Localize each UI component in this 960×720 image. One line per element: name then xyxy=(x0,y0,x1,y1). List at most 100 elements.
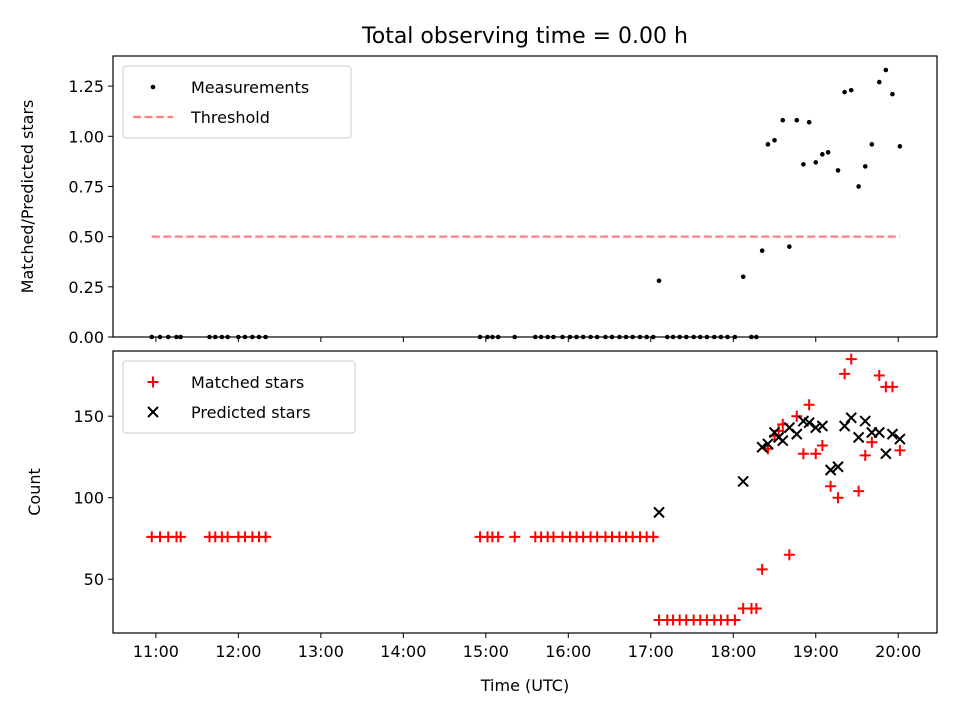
measurements-point xyxy=(835,168,841,173)
predicted-stars-point xyxy=(810,421,822,434)
measurements-point xyxy=(787,244,792,249)
legend-predicted-stars-label: Predicted stars xyxy=(191,403,311,422)
measurements-point xyxy=(656,278,662,284)
predicted-stars-point xyxy=(894,433,906,445)
x-tick-label: 11:00 xyxy=(133,642,179,661)
matched-stars-point xyxy=(750,603,762,615)
matched-stars-point xyxy=(797,448,809,460)
y-tick-label: 0.00 xyxy=(68,328,104,347)
legend-matched-stars-swatch xyxy=(147,376,159,388)
measurements-point xyxy=(740,274,746,280)
measurements-point xyxy=(876,79,882,85)
measurements-point xyxy=(813,160,819,165)
x-tick-label: 19:00 xyxy=(793,642,839,661)
matched-stars-point xyxy=(791,410,803,422)
matched-stars-point xyxy=(816,440,828,452)
measurements-point xyxy=(869,142,875,147)
y-tick-label: 1.00 xyxy=(68,127,104,146)
legend: Measurements Threshold xyxy=(122,65,352,139)
matched-stars-point xyxy=(783,549,795,561)
matched-stars-point xyxy=(756,563,768,575)
matched-stars-point xyxy=(853,485,865,497)
matched-stars-point xyxy=(492,531,504,543)
figure-title: Total observing time = 0.00 h xyxy=(361,24,688,49)
legend-measurements-label: Measurements xyxy=(191,78,309,97)
legend-threshold-label: Threshold xyxy=(190,108,270,127)
measurements-point xyxy=(765,142,771,147)
predicted-stars-point xyxy=(816,420,829,432)
matched-stars-point xyxy=(866,436,878,448)
matched-stars-point xyxy=(647,531,659,543)
matched-stars-point xyxy=(845,353,857,365)
predicted-stars-point xyxy=(803,417,815,429)
legend-box xyxy=(122,65,352,139)
y-tick-label: 100 xyxy=(73,489,104,508)
matched-stars-point xyxy=(832,492,844,504)
predicted-stars-point xyxy=(777,434,789,447)
matched-stars-point xyxy=(260,531,272,543)
matched-stars-point xyxy=(729,614,741,626)
predicted-stars-point xyxy=(880,447,892,460)
predicted-stars-point xyxy=(832,461,844,473)
measurements-point xyxy=(801,162,806,167)
bottom-panel: 11:00 12:00 13:00 14:00 15:00 16:00 17:00 18:00… xyxy=(25,350,938,695)
measurements-point xyxy=(806,119,812,125)
y-tick-label: 0.75 xyxy=(68,177,104,196)
matched-stars-point xyxy=(175,531,187,543)
legend-predicted-stars-swatch xyxy=(147,406,159,418)
top-panel: 0.00 0.25 0.50 0.75 1.00 1.25 Matched/Predicte… xyxy=(18,55,938,347)
measurements-point xyxy=(772,138,777,143)
matched-stars-point xyxy=(810,448,822,460)
predicted-stars-point xyxy=(852,431,865,444)
measurements-point xyxy=(820,152,825,157)
matched-stars-point xyxy=(222,531,234,543)
measurements-point xyxy=(759,248,765,253)
measurements-point xyxy=(794,117,800,123)
x-tick-label: 20:00 xyxy=(875,642,921,661)
plot-area xyxy=(146,353,906,626)
matched-stars-point xyxy=(894,444,906,456)
y-tick-label: 0.25 xyxy=(68,278,104,297)
predicted-stars-point xyxy=(873,426,885,439)
y-tick-label: 150 xyxy=(73,407,104,426)
measurements-point xyxy=(883,67,889,73)
matched-stars-point xyxy=(839,368,851,380)
predicted-stars-point xyxy=(845,412,857,424)
legend-box xyxy=(122,360,356,434)
predicted-stars-point xyxy=(886,428,899,440)
plot-area xyxy=(149,67,903,340)
predicted-stars-point xyxy=(859,415,871,427)
x-tick-label: 12:00 xyxy=(215,642,261,661)
matched-stars-point xyxy=(509,531,521,543)
legend-measurements-swatch xyxy=(150,84,156,90)
x-tick-label: 14:00 xyxy=(380,642,426,661)
y-axis-label: Count xyxy=(25,468,44,516)
predicted-stars-point xyxy=(838,420,851,432)
measurements-point xyxy=(897,144,903,149)
x-tick-label: 18:00 xyxy=(710,642,756,661)
measurements-point xyxy=(848,87,854,93)
y-axis-label: Matched/Predicted stars xyxy=(18,100,37,294)
y-tick-label: 0.50 xyxy=(68,228,104,247)
axes-frame xyxy=(112,350,938,634)
x-tick-label: 17:00 xyxy=(628,642,674,661)
axes-frame xyxy=(112,55,938,338)
x-tick-label: 13:00 xyxy=(298,642,344,661)
measurements-point xyxy=(862,164,868,169)
measurements-point xyxy=(890,91,895,97)
x-tick-label: 16:00 xyxy=(545,642,591,661)
x-tick-label: 15:00 xyxy=(463,642,509,661)
predicted-stars-point xyxy=(791,428,803,440)
predicted-stars-point xyxy=(824,464,837,476)
y-tick-label: 50 xyxy=(84,570,104,589)
measurements-point xyxy=(825,150,831,155)
measurements-point xyxy=(842,89,847,95)
predicted-stars-point xyxy=(653,506,665,519)
predicted-stars-point xyxy=(762,438,774,450)
matched-stars-point xyxy=(825,480,837,492)
legend: Matched stars Predicted stars xyxy=(122,360,356,434)
matched-stars-point xyxy=(859,449,871,461)
predicted-stars-point xyxy=(756,441,768,453)
x-axis-label: Time (UTC) xyxy=(480,676,569,695)
